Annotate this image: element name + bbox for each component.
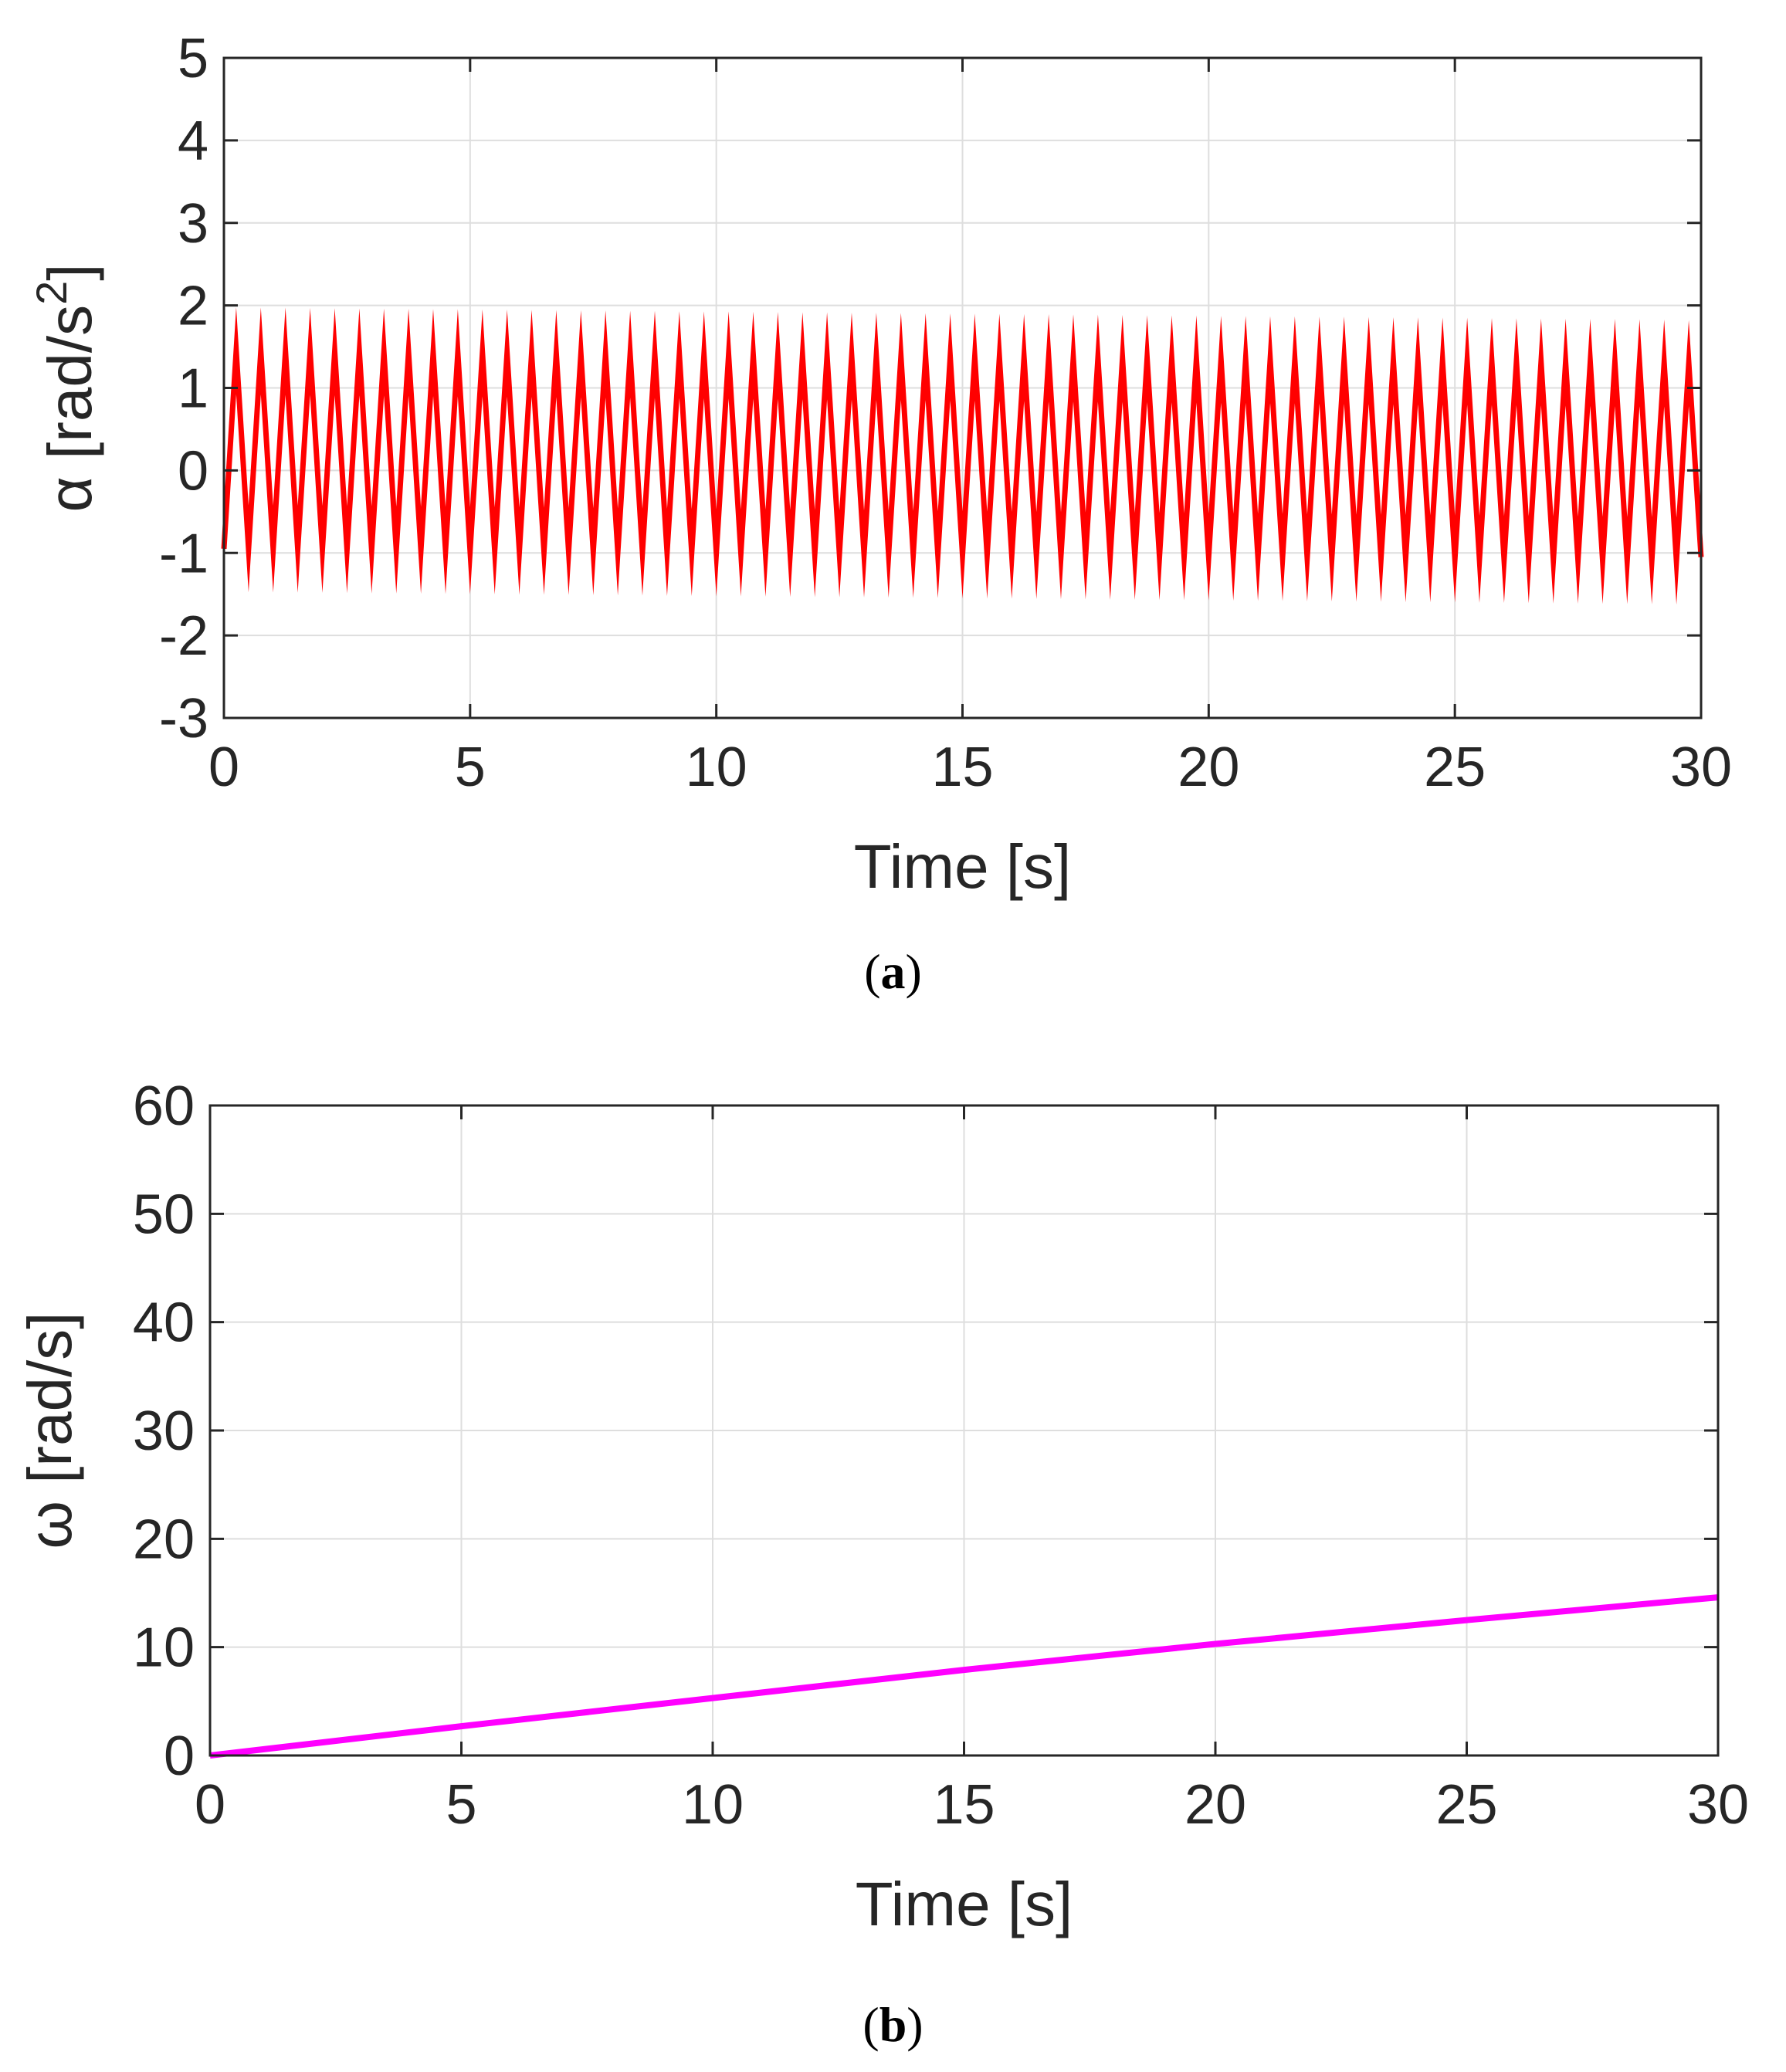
x-tick-label-b-1: 5 (446, 1774, 476, 1836)
x-tick-label-b-4: 20 (1184, 1774, 1246, 1836)
chart-omega: 0 5 10 15 20 25 30 0 10 20 30 40 50 60 Time [s] ω [rad/… (15, 1075, 1749, 1938)
x-tick-label-a-2: 10 (686, 736, 747, 798)
y-tick-label-a-1: -2 (159, 605, 208, 667)
y-tick-label-a-3: 0 (178, 440, 208, 502)
x-tick-label-a-3: 15 (931, 736, 993, 798)
caption-a: (a) (0, 943, 1786, 1000)
x-tick-label-a-4: 20 (1178, 736, 1239, 798)
series-line-omega (209, 1594, 1719, 1759)
y-tick-label-b-4: 40 (133, 1292, 195, 1354)
y-tick-label-a-0: -3 (159, 688, 208, 750)
y-tick-label-b-2: 20 (133, 1508, 195, 1570)
y-tick-label-a-2: -1 (159, 523, 208, 584)
y-axis-label-sup-a: 2 (27, 281, 76, 305)
x-tick-label-b-2: 10 (682, 1774, 744, 1836)
caption-b-open: ( (862, 1997, 879, 2052)
y-tick-label-a-6: 3 (178, 193, 208, 255)
y-tick-label-a-4: 1 (178, 358, 208, 420)
y-tick-label-a-8: 5 (178, 28, 208, 90)
x-axis-label-b: Time [s] (856, 1870, 1073, 1938)
caption-b: (b) (0, 1996, 1786, 2053)
x-tick-label-b-6: 30 (1687, 1774, 1749, 1836)
y-tick-label-a-7: 4 (178, 110, 208, 172)
chart-alpha: 0 5 10 15 20 25 30 -3 -2 -1 0 1 2 3 4 5 Time [s] α [rad/s… (27, 28, 1732, 901)
x-tick-label-a-6: 30 (1670, 736, 1732, 798)
caption-b-letter: b (879, 1997, 907, 2052)
y-axis-label-main-a: α [rad/s (36, 305, 104, 513)
x-tick-label-b-5: 25 (1435, 1774, 1497, 1836)
y-tick-label-b-5: 50 (133, 1183, 195, 1245)
y-tick-label-b-0: 0 (164, 1725, 195, 1787)
y-axis-label-a: α [rad/s2] (27, 264, 104, 513)
y-tick-label-a-5: 2 (178, 276, 208, 337)
x-tick-label-a-1: 5 (455, 736, 486, 798)
x-tick-label-a-5: 25 (1424, 736, 1486, 798)
x-tick-label-b-0: 0 (195, 1774, 225, 1836)
x-tick-label-b-3: 15 (933, 1774, 995, 1836)
x-tick-label-a-0: 0 (208, 736, 239, 798)
caption-a-letter: a (880, 944, 906, 999)
y-axis-label-end-a: ] (36, 264, 104, 281)
caption-a-close: ) (905, 944, 922, 999)
series-line-alpha (221, 307, 1704, 605)
caption-a-open: ( (864, 944, 881, 999)
y-tick-label-b-1: 10 (133, 1617, 195, 1679)
y-tick-label-b-3: 30 (133, 1400, 195, 1462)
caption-b-close: ) (907, 1997, 924, 2052)
y-axis-label-b: ω [rad/s] (15, 1312, 84, 1549)
y-tick-label-b-6: 60 (133, 1075, 195, 1137)
x-axis-label-a: Time [s] (854, 832, 1071, 901)
